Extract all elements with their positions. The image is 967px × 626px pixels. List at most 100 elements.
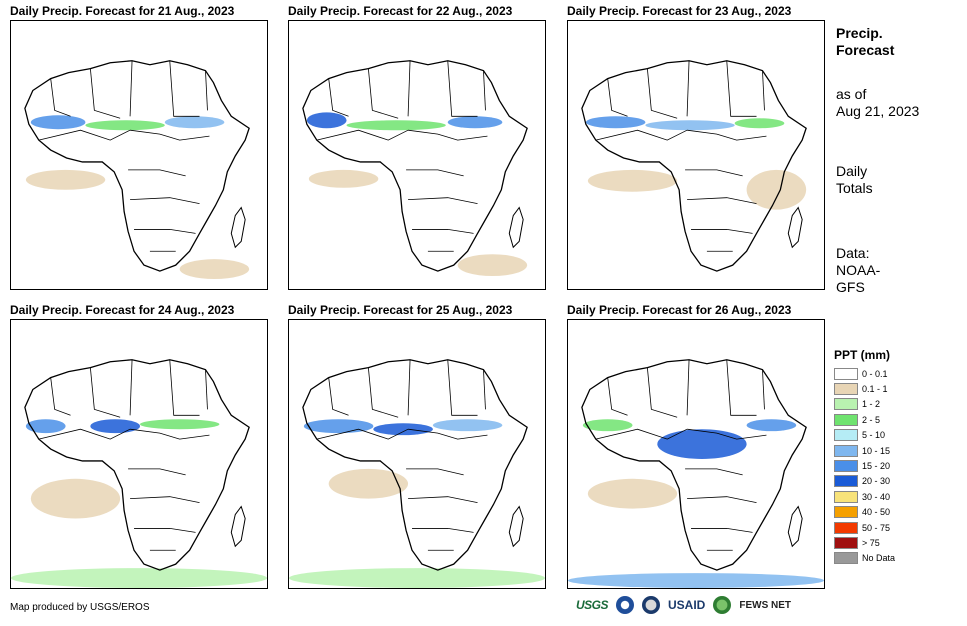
country-border bbox=[130, 496, 200, 504]
legend-item: 1 - 2 bbox=[834, 397, 895, 412]
continent-outline bbox=[302, 60, 528, 272]
country-border bbox=[89, 367, 121, 418]
panel-title: Daily Precip. Forecast for 22 Aug., 2023 bbox=[288, 4, 513, 18]
madagascar-outline bbox=[787, 206, 803, 249]
precip-area bbox=[568, 573, 824, 588]
country-border bbox=[685, 169, 743, 177]
legend-label: 1 - 2 bbox=[862, 399, 881, 410]
legend-label: 50 - 75 bbox=[862, 522, 891, 533]
country-border bbox=[483, 369, 486, 410]
country-border bbox=[408, 496, 478, 504]
madagascar-outline bbox=[508, 206, 524, 249]
side-source: Data: NOAA- GFS bbox=[836, 245, 880, 296]
country-border bbox=[595, 129, 688, 141]
precip-area bbox=[587, 169, 678, 192]
legend-label: 5 - 10 bbox=[862, 430, 886, 441]
country-border bbox=[205, 369, 208, 410]
country-border bbox=[169, 60, 200, 117]
country-border bbox=[50, 377, 71, 416]
country-border bbox=[685, 468, 743, 476]
africa-map bbox=[24, 60, 250, 280]
country-border bbox=[406, 468, 464, 476]
map-frame bbox=[10, 319, 268, 589]
legend-item: No Data bbox=[834, 551, 895, 566]
precip-area bbox=[657, 429, 747, 459]
madagascar-outline bbox=[230, 206, 246, 249]
country-border bbox=[687, 197, 757, 205]
country-border bbox=[447, 359, 478, 416]
asof-line1: as of bbox=[836, 86, 867, 102]
country-border bbox=[50, 78, 71, 117]
country-border bbox=[687, 496, 757, 504]
dos-seal-icon bbox=[642, 596, 661, 614]
country-border bbox=[686, 60, 690, 117]
legend-item: 40 - 50 bbox=[834, 505, 895, 520]
side-title: Precip. Forecast bbox=[836, 25, 894, 59]
madagascar-outline bbox=[787, 505, 803, 548]
legend-swatch bbox=[834, 490, 858, 503]
map-frame bbox=[567, 319, 825, 589]
legend-label: 10 - 15 bbox=[862, 445, 891, 456]
precip-area bbox=[373, 423, 433, 436]
madagascar-outline bbox=[230, 505, 246, 548]
country-border bbox=[38, 129, 131, 141]
side-asof: as of Aug 21, 2023 bbox=[836, 86, 919, 120]
precip-area bbox=[289, 568, 545, 588]
country-border bbox=[686, 359, 690, 416]
precip-area bbox=[139, 419, 220, 430]
fews-globe-icon bbox=[713, 596, 732, 614]
legend-item: 15 - 20 bbox=[834, 458, 895, 473]
country-border bbox=[691, 528, 753, 533]
legend: PPT (mm) 0 - 0.1 0.1 - 1 1 - 2 2 - 5 5 - 10 1… bbox=[834, 348, 895, 566]
precip-area bbox=[746, 169, 807, 210]
country-border bbox=[687, 428, 767, 440]
legend-swatch bbox=[834, 367, 858, 380]
legend-label: 40 - 50 bbox=[862, 507, 891, 518]
continent-outline bbox=[581, 60, 807, 272]
map-frame bbox=[567, 20, 825, 290]
legend-item: 50 - 75 bbox=[834, 520, 895, 535]
legend-label: 2 - 5 bbox=[862, 414, 881, 425]
continent-outline bbox=[302, 359, 528, 571]
country-border bbox=[726, 60, 757, 117]
country-border bbox=[447, 60, 478, 117]
country-border bbox=[407, 359, 411, 416]
country-border bbox=[412, 528, 474, 533]
country-border bbox=[130, 428, 210, 440]
usgs-logo: USGS bbox=[576, 598, 609, 612]
country-border bbox=[607, 377, 628, 416]
panel-title: Daily Precip. Forecast for 23 Aug., 2023 bbox=[567, 4, 792, 18]
precip-area bbox=[90, 419, 140, 434]
usaid-logo: USAID bbox=[668, 598, 706, 612]
country-border bbox=[762, 70, 765, 111]
legend-swatch bbox=[834, 536, 858, 549]
legend-swatch bbox=[834, 444, 858, 457]
legend-swatch bbox=[834, 383, 858, 396]
legend-item: 10 - 15 bbox=[834, 443, 895, 458]
panel-title: Daily Precip. Forecast for 21 Aug., 2023 bbox=[10, 4, 235, 18]
precip-area bbox=[645, 120, 735, 131]
legend-label: No Data bbox=[862, 553, 896, 564]
map-credit: Map produced by USGS/EROS bbox=[10, 602, 150, 613]
country-border bbox=[687, 129, 767, 141]
country-border bbox=[367, 68, 399, 119]
legend-item: 2 - 5 bbox=[834, 412, 895, 427]
side-title-line2: Forecast bbox=[836, 42, 895, 58]
precip-area bbox=[25, 419, 66, 434]
panel-title: Daily Precip. Forecast for 25 Aug., 2023 bbox=[288, 303, 513, 317]
precip-area bbox=[746, 419, 797, 432]
legend-item: 20 - 30 bbox=[834, 474, 895, 489]
precip-area bbox=[164, 116, 225, 129]
asof-line2: Aug 21, 2023 bbox=[836, 103, 920, 119]
panel-title: Daily Precip. Forecast for 26 Aug., 2023 bbox=[567, 303, 792, 317]
legend-rows: 0 - 0.1 0.1 - 1 1 - 2 2 - 5 5 - 10 10 - 15 15 … bbox=[834, 366, 895, 566]
country-border bbox=[316, 129, 409, 141]
legend-title: PPT (mm) bbox=[834, 348, 891, 362]
map-frame bbox=[288, 319, 546, 589]
precip-area bbox=[587, 478, 678, 509]
country-border bbox=[134, 528, 196, 533]
legend-swatch bbox=[834, 429, 858, 442]
precip-area bbox=[457, 254, 528, 277]
legend-item: 0 - 0.1 bbox=[834, 366, 895, 381]
source-line2: NOAA- bbox=[836, 262, 881, 278]
